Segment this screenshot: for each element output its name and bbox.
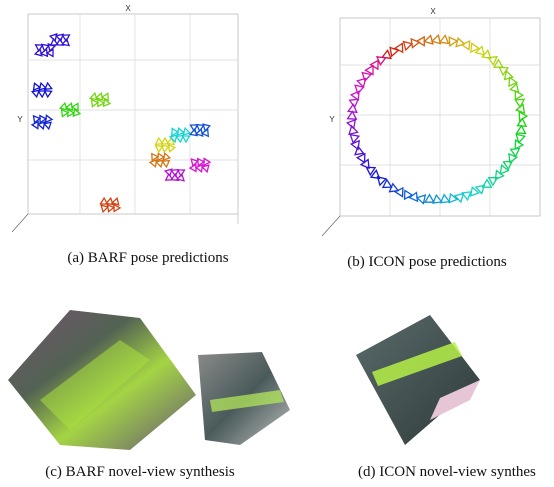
camera-marker (156, 146, 163, 152)
camera-marker (417, 195, 425, 203)
camera-marker (196, 165, 202, 172)
camera-marker (425, 36, 433, 44)
camera-marker (190, 165, 196, 172)
render-image (8, 310, 290, 450)
camera-marker (101, 205, 108, 212)
camera-marker (357, 154, 365, 163)
camera-marker (417, 37, 425, 46)
pose-markers (32, 34, 210, 212)
camera-marker (46, 115, 52, 122)
camera-marker (150, 160, 157, 167)
render-image (356, 315, 480, 445)
camera-marker (104, 99, 111, 106)
camera-marker (162, 161, 169, 167)
camera-marker (183, 136, 190, 142)
camera-marker (90, 93, 97, 100)
camera-marker (32, 122, 38, 129)
y-axis-label: Y (17, 115, 23, 124)
camera-marker (404, 42, 412, 50)
plot-frame (322, 18, 540, 236)
camera-marker (395, 44, 403, 53)
camera-marker (62, 39, 69, 45)
camera-marker (440, 35, 449, 43)
camera-marker (168, 145, 175, 152)
camera-marker (62, 110, 68, 117)
x-axis-label: X (125, 4, 131, 13)
camera-marker (425, 195, 434, 203)
pose-markers (347, 35, 527, 203)
camera-marker (433, 195, 442, 203)
camera-marker (38, 122, 45, 129)
camera-marker (60, 103, 67, 110)
camera-marker (183, 128, 190, 135)
camera-marker (350, 99, 359, 107)
caption: (c) BARF novel-view synthesis (45, 464, 235, 480)
caption: (a) BARF pose predictions (67, 250, 228, 266)
camera-marker (108, 205, 114, 212)
camera-marker (163, 153, 170, 160)
camera-marker (38, 91, 45, 97)
caption: (d) ICON novel-view synthes (358, 464, 536, 480)
y-axis-label: Y (329, 115, 335, 124)
camera-marker (177, 174, 184, 181)
camera-marker (45, 83, 52, 89)
camera-marker (45, 91, 52, 97)
figure: X Y X Y (a) BARF pose predictions (b) IC… (0, 0, 554, 487)
camera-marker (92, 100, 98, 107)
camera-marker (347, 120, 355, 128)
caption: (b) ICON pose predictions (347, 254, 507, 270)
camera-marker (35, 49, 42, 56)
camera-marker (517, 126, 526, 134)
page: X Y X Y (a) BARF pose predictions (b) IC… (0, 0, 554, 487)
camera-marker (202, 165, 209, 172)
camera-marker (44, 122, 51, 128)
camera-marker (190, 129, 197, 136)
camera-marker (167, 138, 174, 145)
x-axis-label: X (430, 7, 436, 16)
